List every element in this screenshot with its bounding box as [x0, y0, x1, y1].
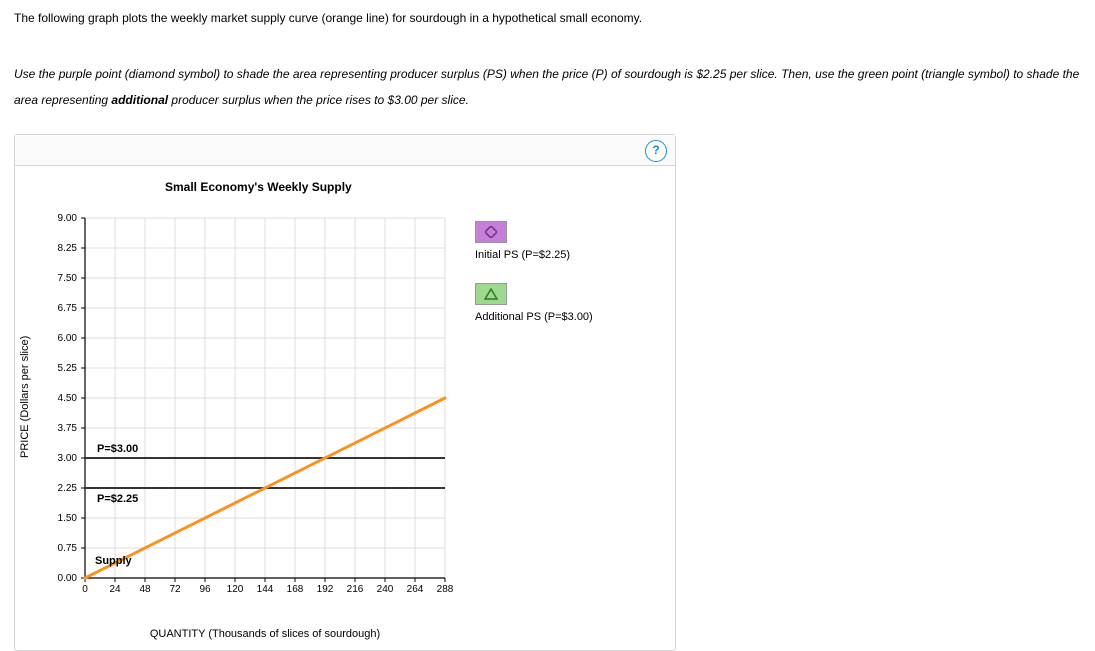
svg-text:24: 24	[109, 584, 121, 595]
svg-text:0.75: 0.75	[58, 543, 78, 554]
chart-title: Small Economy's Weekly Supply	[165, 180, 352, 194]
svg-text:Supply: Supply	[95, 555, 133, 567]
svg-text:120: 120	[227, 584, 244, 595]
svg-text:192: 192	[317, 584, 334, 595]
svg-text:168: 168	[287, 584, 304, 595]
svg-text:0: 0	[82, 584, 88, 595]
intro-text: The following graph plots the weekly mar…	[14, 10, 1081, 27]
y-axis-label: PRICE (Dollars per slice)	[19, 335, 31, 457]
svg-text:6.75: 6.75	[58, 303, 78, 314]
svg-text:1.50: 1.50	[58, 513, 78, 524]
svg-text:9.00: 9.00	[58, 213, 78, 224]
legend-label-additional: Additional PS (P=$3.00)	[475, 311, 655, 323]
svg-text:144: 144	[257, 584, 274, 595]
svg-text:3.00: 3.00	[58, 453, 78, 464]
supply-chart[interactable]: 0 24 48 72 96 120 144 168 192 216 240 264 288 0.00 0.7…	[25, 208, 465, 628]
svg-text:8.25: 8.25	[58, 243, 78, 254]
svg-text:264: 264	[407, 584, 424, 595]
instructions-bold: additional	[111, 93, 168, 107]
x-axis-label: QUANTITY (Thousands of slices of sourdou…	[85, 628, 445, 640]
svg-text:5.25: 5.25	[58, 363, 78, 374]
legend-label-initial: Initial PS (P=$2.25)	[475, 249, 655, 261]
svg-text:0.00: 0.00	[58, 573, 78, 584]
instructions-text: Use the purple point (diamond symbol) to…	[14, 61, 1081, 114]
svg-text:72: 72	[169, 584, 181, 595]
svg-text:7.50: 7.50	[58, 273, 78, 284]
svg-text:288: 288	[437, 584, 454, 595]
widget-toolbar: ?	[15, 135, 675, 166]
interactive-widget: ? Small Economy's Weekly Supply PRICE (D…	[14, 134, 676, 651]
svg-text:3.75: 3.75	[58, 423, 78, 434]
legend-triangle-tool[interactable]	[475, 283, 507, 305]
svg-text:P=$3.00: P=$3.00	[97, 443, 138, 455]
svg-text:96: 96	[199, 584, 211, 595]
instructions-suffix: producer surplus when the price rises to…	[168, 93, 469, 107]
svg-text:240: 240	[377, 584, 394, 595]
svg-text:4.50: 4.50	[58, 393, 78, 404]
legend-diamond-tool[interactable]	[475, 221, 507, 243]
svg-text:P=$2.25: P=$2.25	[97, 493, 138, 505]
help-button[interactable]: ?	[645, 140, 667, 162]
legend: Initial PS (P=$2.25) Additional PS (P=$3…	[465, 178, 655, 640]
svg-text:2.25: 2.25	[58, 483, 78, 494]
svg-text:216: 216	[347, 584, 364, 595]
svg-text:48: 48	[139, 584, 151, 595]
svg-text:6.00: 6.00	[58, 333, 78, 344]
